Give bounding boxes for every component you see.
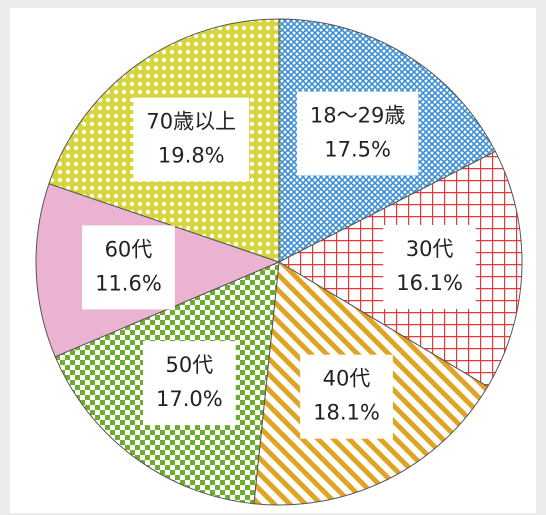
label-box <box>296 91 419 176</box>
label-box <box>82 225 175 310</box>
label-box <box>133 97 250 182</box>
slice-label: 70歳以上 <box>146 110 236 134</box>
slice-value: 19.8% <box>158 144 225 168</box>
slice-value: 17.5% <box>324 137 391 161</box>
label-box <box>143 341 236 426</box>
slice-value: 17.0% <box>156 387 223 411</box>
slice-label: 60代 <box>105 237 153 261</box>
slice-value: 11.6% <box>95 271 162 295</box>
label-box <box>300 354 393 439</box>
slice-value: 16.1% <box>396 271 463 295</box>
slice-label: 18～29歳 <box>310 103 405 127</box>
slice-label: 40代 <box>323 367 371 391</box>
slice-label: 50代 <box>166 353 214 377</box>
slice-label: 30代 <box>406 237 454 261</box>
label-box <box>383 224 476 309</box>
slice-value: 18.1% <box>313 401 380 425</box>
